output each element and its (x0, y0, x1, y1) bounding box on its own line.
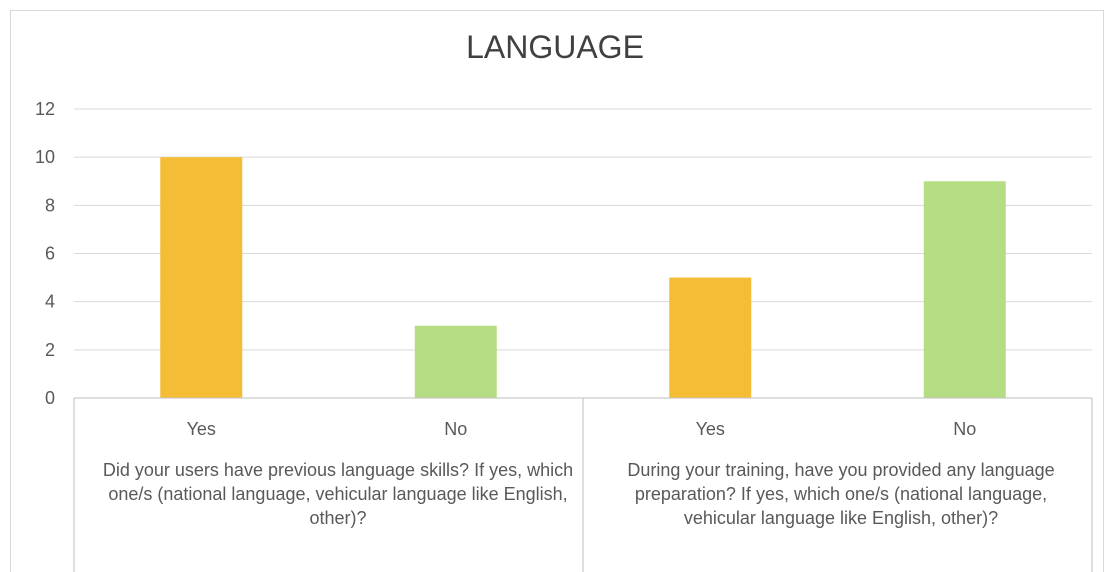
category-label: Yes (187, 419, 216, 439)
bar (923, 181, 1006, 398)
group-label-1: Did your users have previous language sk… (102, 460, 574, 528)
bar (669, 277, 752, 398)
category-label: Yes (696, 419, 725, 439)
y-tick-label: 6 (45, 244, 55, 264)
y-tick-label: 0 (45, 388, 55, 408)
y-tick-label: 8 (45, 195, 55, 215)
category-labels: Yes No Yes No (187, 419, 977, 439)
y-tick-label: 2 (45, 340, 55, 360)
gridlines (74, 108, 1092, 351)
y-tick-label: 12 (35, 99, 55, 119)
category-label: No (444, 419, 467, 439)
chart-frame (10, 10, 1104, 572)
bars (160, 157, 1006, 398)
bar (160, 157, 243, 398)
bar (414, 325, 497, 398)
y-axis-ticks: 0 2 4 6 8 10 12 (35, 99, 55, 408)
y-tick-label: 10 (35, 147, 55, 167)
group-label-2: During your training, have you provided … (627, 460, 1055, 528)
x-axis (73, 397, 1093, 572)
y-tick-label: 4 (45, 292, 55, 312)
chart-title: LANGUAGE (466, 29, 644, 65)
category-label: No (953, 419, 976, 439)
